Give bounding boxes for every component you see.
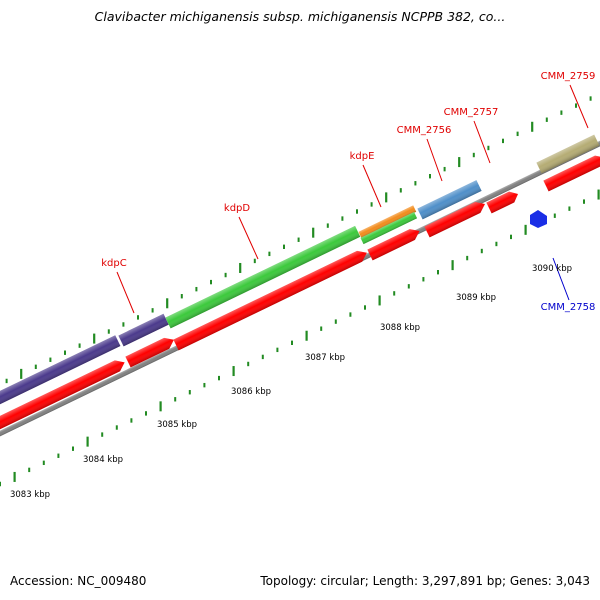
map-title: Clavibacter michiganensis subsp. michiga… bbox=[94, 9, 506, 24]
gene-track[interactable] bbox=[0, 134, 600, 406]
scale-label: 3084 kbp bbox=[83, 455, 123, 465]
gene-cmm2756-block[interactable] bbox=[417, 180, 482, 220]
scale-label: 3090 kbp bbox=[532, 264, 572, 274]
callout-line bbox=[552, 257, 570, 301]
scale-label: 3086 kbp bbox=[231, 387, 271, 397]
gene-label: kdpD bbox=[224, 203, 250, 214]
gene-kdpe-block[interactable] bbox=[358, 205, 417, 239]
scale-label: 3089 kbp bbox=[456, 293, 496, 303]
gene-callouts: kdpC kdpD kdpE CMM_2756 CMM_2757 CMM_2759 CMM_… bbox=[101, 71, 596, 314]
gene-kdpe-lower[interactable] bbox=[360, 211, 418, 245]
gene-label: CMM_2758 bbox=[541, 302, 596, 313]
gene-label: CMM_2756 bbox=[397, 125, 452, 136]
cds-arrow[interactable] bbox=[0, 357, 127, 431]
cds-track[interactable] bbox=[0, 152, 600, 431]
callout-line bbox=[473, 120, 491, 164]
callout-line bbox=[116, 271, 135, 314]
gene-kdpd-block[interactable] bbox=[165, 225, 361, 329]
callout-line bbox=[362, 164, 382, 208]
gene-cmm2759-block[interactable] bbox=[536, 134, 600, 174]
scale-label: 3087 kbp bbox=[305, 353, 345, 363]
cds-arrow[interactable] bbox=[424, 199, 487, 238]
callout-line bbox=[238, 216, 259, 260]
cds-arrow[interactable] bbox=[486, 189, 520, 214]
gene-label: kdpC bbox=[101, 258, 126, 269]
accession-label: Accession: NC_009480 bbox=[10, 574, 147, 588]
gene-label: CMM_2759 bbox=[541, 71, 596, 82]
outer-tick-ring bbox=[5, 96, 592, 384]
callout-line bbox=[426, 138, 443, 182]
scale-labels: 3083 kbp 3084 kbp 3085 kbp 3086 kbp 3087 kbp… bbox=[10, 264, 572, 500]
inner-tick-ring bbox=[0, 189, 600, 487]
gene-label: kdpE bbox=[350, 151, 375, 162]
scale-label: 3088 kbp bbox=[380, 323, 420, 333]
gene-cmm2758-block[interactable] bbox=[530, 210, 547, 228]
gene-kdpc-block[interactable] bbox=[118, 313, 169, 347]
callout-line bbox=[569, 84, 589, 129]
cds-arrow[interactable] bbox=[125, 334, 176, 368]
scale-label: 3083 kbp bbox=[10, 490, 50, 500]
cds-arrow[interactable] bbox=[173, 247, 369, 351]
scale-label: 3085 kbp bbox=[157, 420, 197, 430]
genome-summary: Topology: circular; Length: 3,297,891 bp… bbox=[260, 574, 590, 588]
cds-arrow[interactable] bbox=[367, 226, 422, 261]
cds-arrow[interactable] bbox=[543, 152, 600, 192]
gene-label: CMM_2757 bbox=[444, 107, 499, 118]
gene-kdpb-block[interactable] bbox=[0, 335, 121, 406]
